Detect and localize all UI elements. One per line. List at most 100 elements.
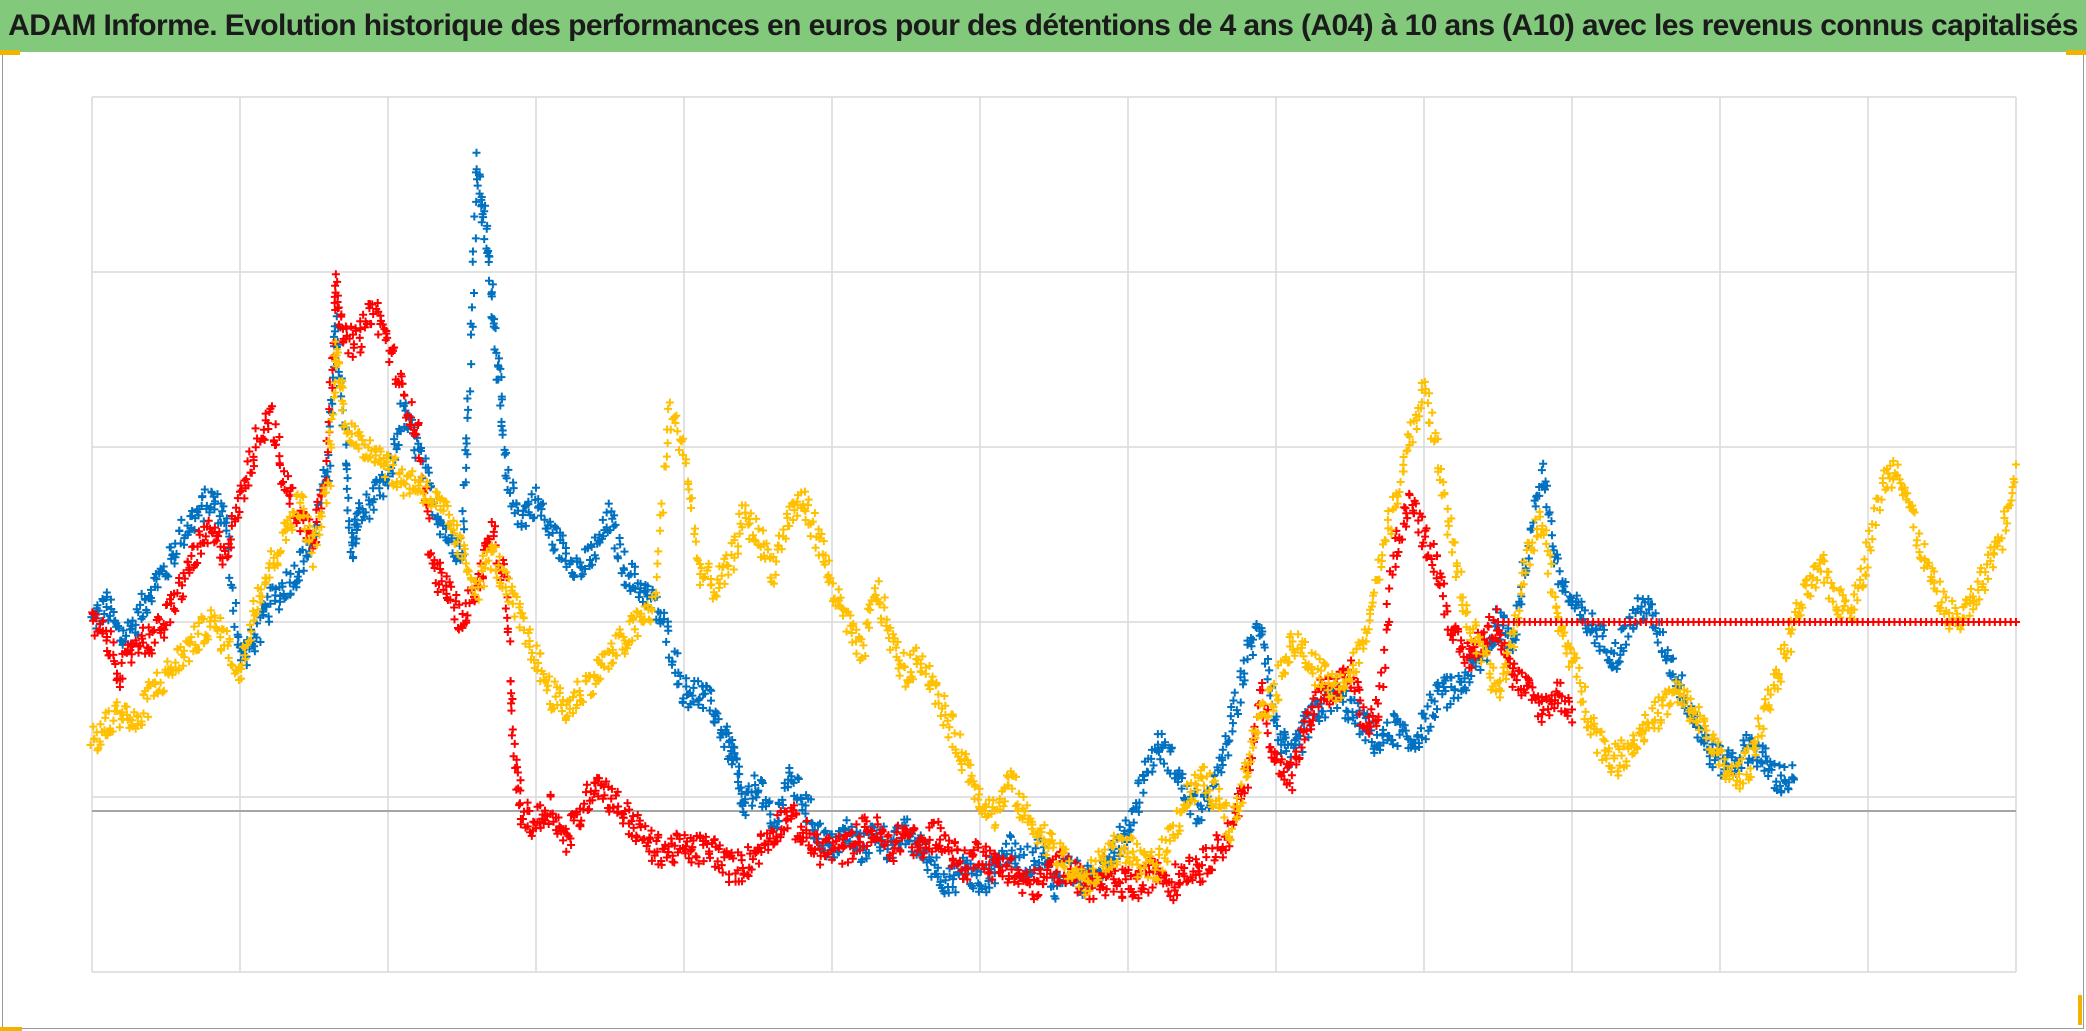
data-point xyxy=(1342,706,1351,715)
data-point xyxy=(1405,489,1414,498)
data-point xyxy=(128,616,137,625)
data-point xyxy=(1229,696,1238,705)
data-point xyxy=(265,559,274,568)
data-point xyxy=(214,532,223,541)
data-point xyxy=(1417,733,1426,742)
data-point xyxy=(643,582,652,591)
data-point xyxy=(260,435,269,444)
data-point xyxy=(1157,730,1166,739)
data-point xyxy=(1234,710,1243,719)
data-point xyxy=(119,626,128,635)
data-point xyxy=(137,631,146,640)
data-point xyxy=(967,869,976,878)
data-point xyxy=(497,373,506,382)
data-point xyxy=(610,511,619,520)
data-point xyxy=(558,531,567,540)
data-point xyxy=(92,610,101,619)
data-point xyxy=(1380,536,1389,545)
data-point xyxy=(754,786,763,795)
data-point xyxy=(343,506,352,515)
data-point xyxy=(636,579,645,588)
data-point xyxy=(271,584,280,593)
data-point xyxy=(296,527,305,536)
data-point xyxy=(392,445,401,454)
data-point xyxy=(210,499,219,508)
data-point xyxy=(328,383,337,392)
data-point xyxy=(492,348,501,357)
data-point xyxy=(146,585,155,594)
data-point xyxy=(559,538,568,547)
data-point xyxy=(1428,408,1437,417)
data-point xyxy=(286,569,295,578)
data-point xyxy=(1224,751,1233,760)
data-point xyxy=(118,674,127,683)
data-point xyxy=(106,627,115,636)
data-point xyxy=(1983,574,1992,583)
data-point xyxy=(608,658,617,667)
data-point xyxy=(1612,664,1621,673)
data-point xyxy=(416,444,425,453)
data-point xyxy=(1031,844,1040,853)
data-point xyxy=(167,599,176,608)
data-point xyxy=(759,526,768,535)
data-point xyxy=(155,615,164,624)
data-point xyxy=(985,883,994,892)
data-point xyxy=(1370,748,1379,757)
data-point xyxy=(1530,496,1539,505)
data-point xyxy=(490,315,499,324)
data-point xyxy=(472,148,481,157)
data-point xyxy=(215,512,224,521)
data-point xyxy=(745,519,754,528)
data-point xyxy=(1272,712,1281,721)
data-point xyxy=(1379,738,1388,747)
data-point xyxy=(355,333,364,342)
data-point xyxy=(251,424,260,433)
data-point xyxy=(198,492,207,501)
data-point xyxy=(1824,567,1833,576)
data-point xyxy=(480,207,489,216)
data-point xyxy=(477,218,486,227)
data-point xyxy=(1344,715,1353,724)
data-point xyxy=(754,524,763,533)
data-point xyxy=(1435,581,1444,590)
data-point xyxy=(131,620,140,629)
data-point xyxy=(202,501,211,510)
data-point xyxy=(1621,640,1630,649)
data-point xyxy=(1260,640,1269,649)
data-point xyxy=(102,592,111,601)
data-point xyxy=(1228,727,1237,736)
data-point xyxy=(956,730,965,739)
data-point xyxy=(175,526,184,535)
data-point xyxy=(122,631,131,640)
data-point xyxy=(106,595,115,604)
data-point xyxy=(614,802,623,811)
data-point xyxy=(587,542,596,551)
data-point xyxy=(789,778,798,787)
data-point xyxy=(1433,705,1442,714)
data-point xyxy=(735,509,744,518)
data-point xyxy=(1465,678,1474,687)
data-point xyxy=(737,856,746,865)
data-point xyxy=(210,523,219,532)
data-point xyxy=(1599,625,1608,634)
data-point xyxy=(656,526,665,535)
data-point xyxy=(801,801,810,810)
data-point xyxy=(497,395,506,404)
data-point xyxy=(611,520,620,529)
data-point xyxy=(144,623,153,632)
data-point xyxy=(407,398,416,407)
data-point xyxy=(162,600,171,609)
data-point xyxy=(599,532,608,541)
data-point xyxy=(1673,676,1682,685)
data-point xyxy=(1366,609,1375,618)
data-point xyxy=(1761,744,1770,753)
data-point xyxy=(1379,729,1388,738)
data-point xyxy=(313,497,322,506)
data-point xyxy=(1281,733,1290,742)
data-point xyxy=(552,524,561,533)
data-point xyxy=(1367,738,1376,747)
data-point xyxy=(1121,816,1130,825)
data-point xyxy=(773,823,782,832)
data-point xyxy=(1678,671,1687,680)
data-point xyxy=(689,683,698,692)
